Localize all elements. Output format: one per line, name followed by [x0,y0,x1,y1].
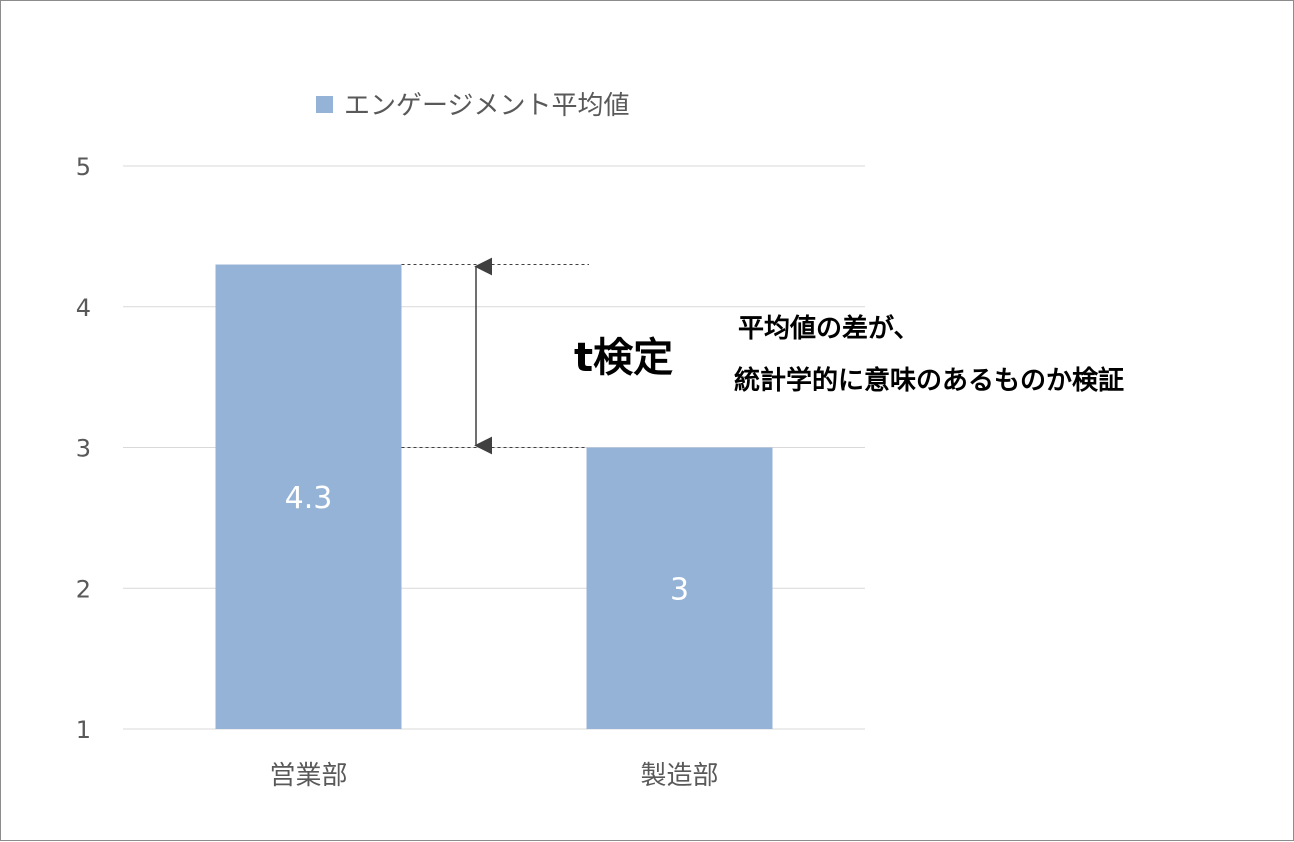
difference-annotation [401,257,589,455]
ttest-label: t検定 [574,335,673,381]
x-axis-labels: 営業部 製造部 [269,761,718,791]
y-tick-label: 4 [76,294,91,322]
bar [215,264,402,729]
y-tick-label: 5 [76,153,91,181]
bars: 4.33 [215,264,773,729]
y-tick-label: 1 [76,716,91,744]
bar [586,447,773,729]
legend: エンゲージメント平均値 [316,91,629,121]
data-label: 4.3 [285,481,333,516]
y-tick-label: 2 [76,575,91,603]
note-line-1: 平均値の差が、 [738,313,919,344]
x-tick-label: 営業部 [269,761,347,791]
data-label: 3 [670,572,689,607]
y-axis-ticks: 1 2 3 4 5 [76,153,91,744]
legend-swatch [316,96,333,113]
y-tick-label: 3 [76,435,91,463]
legend-label: エンゲージメント平均値 [344,91,629,121]
note-line-2: 統計学的に意味のあるものか検証 [734,365,1124,396]
x-tick-label: 製造部 [640,761,718,791]
